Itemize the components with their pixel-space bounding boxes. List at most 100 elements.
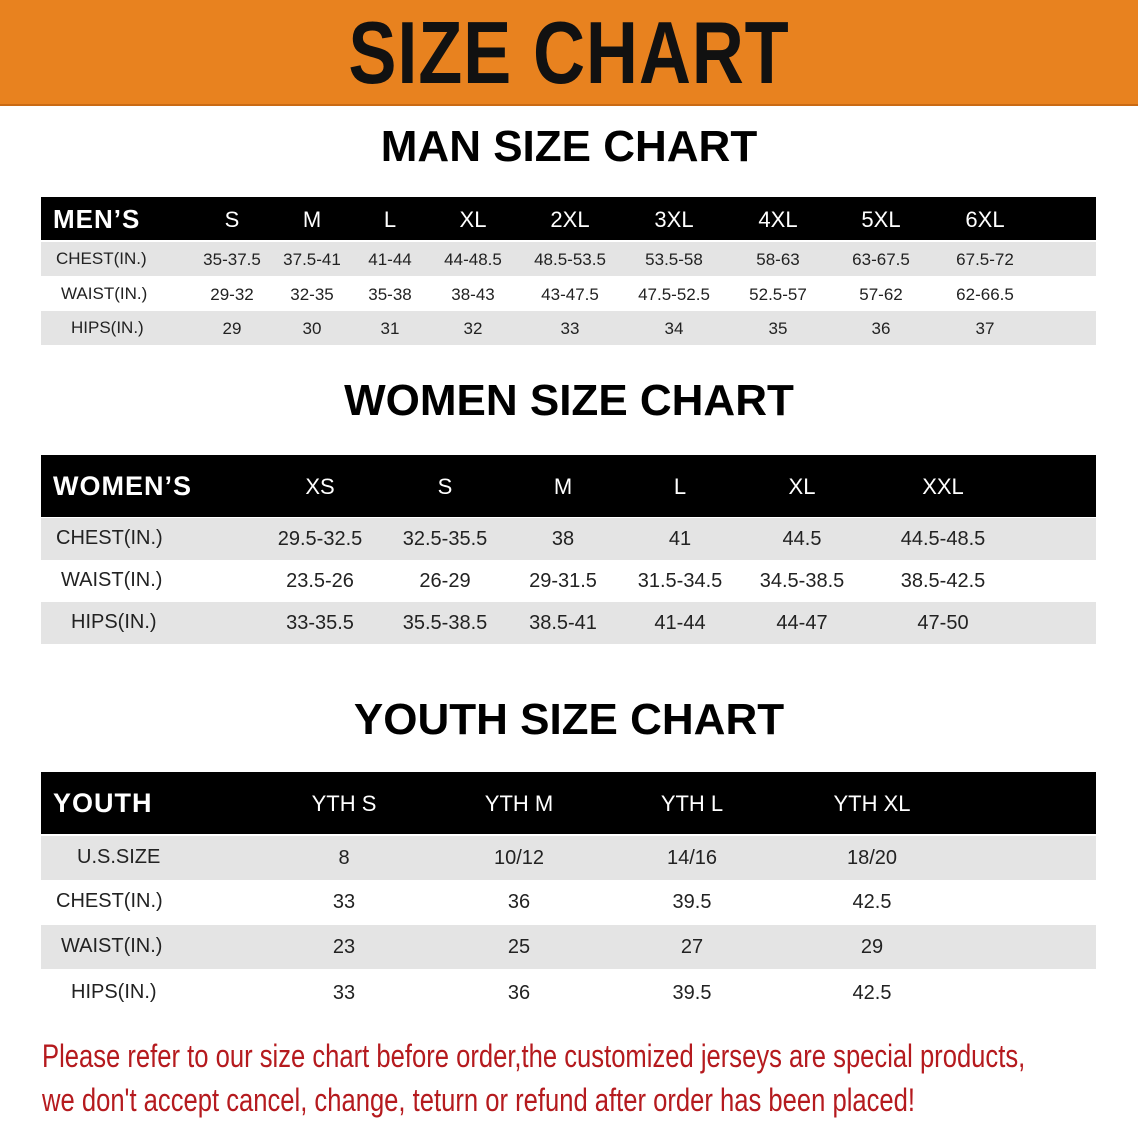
youth-header-label: YOUTH bbox=[53, 787, 153, 818]
table-cell: 58-63 bbox=[756, 249, 800, 269]
size-column-header: M bbox=[302, 206, 322, 232]
size-column-header: M bbox=[553, 474, 573, 499]
size-column-header: S bbox=[437, 474, 453, 499]
table-cell: 23 bbox=[332, 936, 356, 958]
men-size-table: MEN’S S M L XL 2XL 3XL 4XL 5XL 6XL CHEST(IN.) 35-37… bbox=[41, 197, 1096, 346]
table-cell: 43-47.5 bbox=[541, 284, 599, 304]
table-cell: 35.5-38.5 bbox=[402, 612, 488, 634]
table-cell: 41-44 bbox=[368, 249, 412, 269]
size-column-header: YTH S bbox=[311, 791, 377, 816]
row-label: WAIST(IN.) bbox=[61, 935, 163, 957]
table-cell: 38.5-41 bbox=[529, 612, 597, 634]
table-cell: 35-38 bbox=[368, 284, 412, 304]
table-cell: 44-48.5 bbox=[444, 249, 502, 269]
size-column-header: XS bbox=[305, 474, 335, 499]
size-column-header: XL bbox=[459, 206, 487, 232]
table-cell: 36 bbox=[507, 891, 531, 913]
table-cell: 39.5 bbox=[672, 891, 712, 913]
row-label: U.S.SIZE bbox=[77, 846, 161, 868]
table-row: CHEST(IN.) 35-37.5 37.5-41 41-44 44-48.5 48.5… bbox=[41, 242, 1096, 276]
table-cell: 29 bbox=[860, 936, 884, 958]
table-cell: 8 bbox=[338, 847, 350, 869]
table-cell: 62-66.5 bbox=[956, 284, 1014, 304]
table-cell: 27 bbox=[680, 936, 704, 958]
table-cell: 63-67.5 bbox=[852, 249, 910, 269]
table-cell: 38-43 bbox=[451, 284, 495, 304]
table-cell: 29.5-32.5 bbox=[277, 528, 363, 550]
table-row: CHEST(IN.) 33 36 39.5 42.5 bbox=[41, 880, 1096, 924]
table-cell: 36 bbox=[507, 982, 531, 1004]
table-cell: 52.5-57 bbox=[749, 284, 807, 304]
row-label: HIPS(IN.) bbox=[71, 317, 144, 337]
table-row: WAIST(IN.) 23.5-26 26-29 29-31.5 31.5-34.5 34… bbox=[41, 560, 1096, 602]
table-cell: 32 bbox=[463, 318, 483, 338]
table-cell: 47-50 bbox=[917, 612, 969, 634]
banner-title: SIZE CHART bbox=[348, 3, 790, 102]
table-cell: 33-35.5 bbox=[286, 612, 354, 634]
size-column-header: XL bbox=[788, 474, 816, 499]
row-label: WAIST(IN.) bbox=[61, 283, 148, 303]
row-label: WAIST(IN.) bbox=[61, 569, 163, 591]
table-cell: 32-35 bbox=[290, 284, 334, 304]
table-cell: 41-44 bbox=[654, 612, 706, 634]
table-cell: 33 bbox=[560, 318, 580, 338]
size-column-header: 4XL bbox=[758, 206, 798, 232]
table-cell: 34.5-38.5 bbox=[759, 570, 845, 592]
men-header-label: MEN’S bbox=[53, 203, 141, 234]
table-row: HIPS(IN.) 29 30 31 32 33 34 35 36 37 bbox=[41, 311, 1096, 345]
table-cell: 10/12 bbox=[493, 847, 545, 869]
table-cell: 34 bbox=[664, 318, 684, 338]
size-column-header: YTH L bbox=[660, 791, 724, 816]
table-cell: 44-47 bbox=[776, 612, 828, 634]
row-label: CHEST(IN.) bbox=[56, 890, 163, 912]
table-cell: 48.5-53.5 bbox=[534, 249, 606, 269]
table-cell: 53.5-58 bbox=[645, 249, 703, 269]
table-cell: 25 bbox=[507, 936, 531, 958]
row-label: HIPS(IN.) bbox=[71, 981, 157, 1003]
size-chart-banner: SIZE CHART bbox=[0, 0, 1138, 106]
table-cell: 35 bbox=[768, 318, 788, 338]
women-section-title: WOMEN SIZE CHART bbox=[344, 376, 794, 425]
table-cell: 67.5-72 bbox=[956, 249, 1014, 269]
table-cell: 31 bbox=[380, 318, 400, 338]
table-cell: 35-37.5 bbox=[203, 249, 261, 269]
table-cell: 38.5-42.5 bbox=[900, 570, 986, 592]
table-cell: 47.5-52.5 bbox=[638, 284, 710, 304]
size-column-header: YTH M bbox=[484, 791, 554, 816]
table-cell: 37 bbox=[975, 318, 995, 338]
row-label: CHEST(IN.) bbox=[56, 527, 163, 549]
youth-header-row: YOUTH YTH S YTH M YTH L YTH XL bbox=[41, 772, 1096, 834]
table-cell: 39.5 bbox=[672, 982, 712, 1004]
table-row: WAIST(IN.) 23 25 27 29 bbox=[41, 925, 1096, 969]
men-section-title: MAN SIZE CHART bbox=[380, 122, 758, 171]
table-cell: 36 bbox=[871, 318, 891, 338]
table-cell: 37.5-41 bbox=[283, 249, 341, 269]
row-label: CHEST(IN.) bbox=[56, 248, 147, 268]
size-column-header: 6XL bbox=[965, 206, 1005, 232]
table-cell: 29-31.5 bbox=[529, 570, 597, 592]
table-row: WAIST(IN.) 29-32 32-35 35-38 38-43 43-47.5 47.… bbox=[41, 277, 1096, 311]
table-cell: 14/16 bbox=[666, 847, 718, 869]
order-note-line-2: we don't accept cancel, change, teturn o… bbox=[42, 1082, 915, 1118]
table-cell: 29-32 bbox=[210, 284, 254, 304]
table-cell: 38 bbox=[551, 528, 575, 550]
size-column-header: YTH XL bbox=[833, 791, 911, 816]
table-cell: 44.5-48.5 bbox=[900, 528, 986, 550]
table-cell: 41 bbox=[668, 528, 692, 550]
table-cell: 42.5 bbox=[852, 891, 892, 913]
table-cell: 33 bbox=[332, 982, 356, 1004]
size-column-header: 2XL bbox=[550, 206, 590, 232]
table-row: HIPS(IN.) 33 36 39.5 42.5 bbox=[41, 971, 1096, 1015]
table-cell: 57-62 bbox=[859, 284, 903, 304]
table-cell: 44.5 bbox=[782, 528, 822, 550]
table-cell: 32.5-35.5 bbox=[402, 528, 488, 550]
youth-section-title: YOUTH SIZE CHART bbox=[353, 695, 785, 744]
table-row: CHEST(IN.) 29.5-32.5 32.5-35.5 38 41 44.5 44.5… bbox=[41, 518, 1096, 560]
women-header-label: WOMEN’S bbox=[53, 470, 192, 501]
table-cell: 31.5-34.5 bbox=[637, 570, 723, 592]
table-row: HIPS(IN.) 33-35.5 35.5-38.5 38.5-41 41-44 44-… bbox=[41, 602, 1096, 644]
table-cell: 18/20 bbox=[846, 847, 898, 869]
size-column-header: S bbox=[224, 206, 240, 232]
table-cell: 29 bbox=[222, 318, 242, 338]
row-label: HIPS(IN.) bbox=[71, 611, 157, 633]
